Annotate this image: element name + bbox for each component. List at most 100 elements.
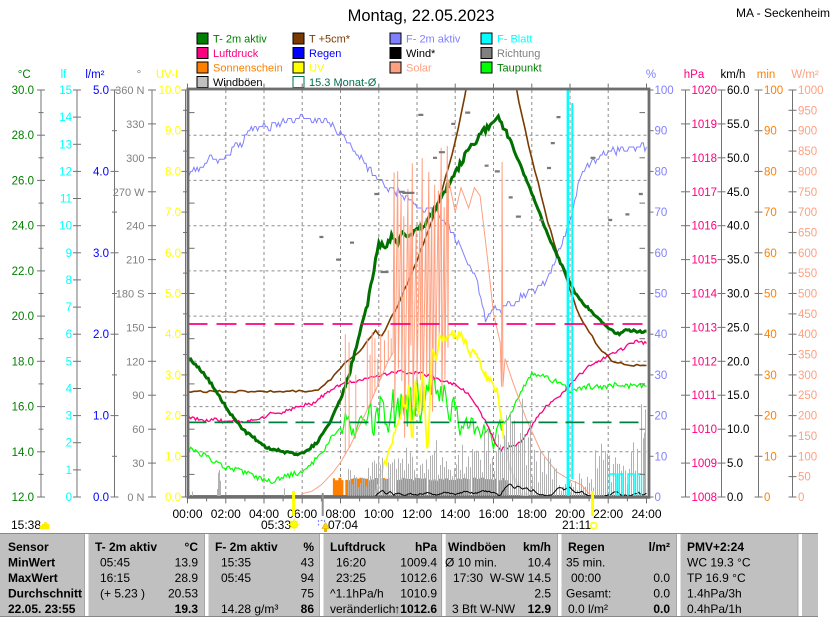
svg-text:1010.9: 1010.9 [400,587,437,601]
svg-text:100: 100 [764,85,783,97]
svg-text:0.0 l/m²: 0.0 l/m² [568,602,608,616]
svg-text:14.0: 14.0 [12,447,34,459]
svg-text:13: 13 [59,139,72,151]
svg-text:12: 12 [59,166,72,178]
svg-text:1016: 1016 [692,221,718,233]
svg-text:Sonnenschein: Sonnenschein [213,63,283,75]
svg-text:80: 80 [764,166,777,178]
svg-text:1.0: 1.0 [93,411,109,423]
svg-text:60: 60 [655,248,668,260]
svg-text:Regen: Regen [568,540,605,554]
svg-text:1011: 1011 [692,390,717,402]
svg-text:T- 2m aktiv: T- 2m aktiv [213,34,267,46]
svg-text:hPa: hPa [415,540,437,554]
svg-text:W-SW 14.5: W-SW 14.5 [490,571,551,585]
svg-text:2.0: 2.0 [93,329,109,341]
svg-text:7: 7 [66,302,72,314]
svg-text:35.0: 35.0 [727,255,749,267]
svg-text:1.0: 1.0 [165,451,181,463]
svg-text:24.0: 24.0 [12,221,34,233]
svg-text:10.0: 10.0 [159,85,181,97]
svg-text:Taupunkt: Taupunkt [497,63,542,75]
svg-text:Windböen: Windböen [448,540,506,554]
svg-text:8: 8 [66,275,72,287]
svg-text:450: 450 [798,309,817,321]
svg-text:1013: 1013 [692,322,718,334]
svg-text:100: 100 [798,451,817,463]
svg-text:60: 60 [764,248,777,260]
svg-text:hPa: hPa [684,69,705,81]
svg-text:15: 15 [59,85,72,97]
svg-text:90: 90 [655,126,668,138]
svg-text:10: 10 [655,451,668,463]
svg-text:5.0: 5.0 [727,458,743,470]
svg-text:4: 4 [66,384,73,396]
svg-text:°C: °C [185,540,199,554]
svg-text:18:00: 18:00 [517,507,547,521]
svg-text:15.3 Monat-Ø: 15.3 Monat-Ø [309,77,377,89]
svg-text:Durchschnitt: Durchschnitt [8,587,82,601]
svg-text:1012.6: 1012.6 [400,571,437,585]
svg-text:120: 120 [126,356,144,368]
svg-text:60.0: 60.0 [727,85,749,97]
svg-text:800: 800 [798,166,817,178]
svg-text:0.0: 0.0 [93,492,109,504]
svg-text:350: 350 [798,350,817,362]
svg-text:MaxWert: MaxWert [8,571,58,585]
svg-text:55.0: 55.0 [727,119,749,131]
svg-text:210: 210 [126,255,144,267]
svg-text:330: 330 [126,119,144,131]
svg-text:°C: °C [18,69,31,81]
svg-text:(+ 5.23 ): (+ 5.23 ) [100,587,145,601]
svg-text:F- 2m aktiv: F- 2m aktiv [406,34,461,46]
svg-text:15:38: 15:38 [11,518,41,532]
svg-text:%: % [646,69,656,81]
svg-text:10: 10 [59,221,72,233]
svg-text:150: 150 [126,322,144,334]
svg-text:1015: 1015 [692,255,718,267]
svg-text:750: 750 [798,187,817,199]
svg-text:45.0: 45.0 [727,187,749,199]
svg-text:8.0: 8.0 [165,166,181,178]
svg-text:Sensor: Sensor [8,540,49,554]
svg-text:0: 0 [764,492,770,504]
svg-text:15.0: 15.0 [727,390,749,402]
svg-text:950: 950 [798,105,817,117]
svg-text:11: 11 [60,194,72,206]
svg-text:180 S: 180 S [116,289,145,301]
svg-text:40: 40 [655,329,668,341]
svg-text:0: 0 [655,492,661,504]
svg-text:94: 94 [301,571,315,585]
svg-text:70: 70 [655,207,668,219]
svg-text:3.0: 3.0 [165,370,181,382]
svg-text:25.0: 25.0 [727,322,749,334]
svg-text:1018: 1018 [692,153,718,165]
svg-text:1012: 1012 [692,356,718,368]
svg-text:80: 80 [655,166,668,178]
svg-text:06:00: 06:00 [287,507,317,521]
svg-text:00:00: 00:00 [571,571,601,585]
svg-text:0.0: 0.0 [727,492,743,504]
svg-text:0.0: 0.0 [653,571,670,585]
svg-text:0.0: 0.0 [653,587,670,601]
svg-text:0: 0 [798,492,804,504]
svg-text:50.0: 50.0 [727,153,749,165]
svg-text:270 W: 270 W [113,187,145,199]
svg-text:20: 20 [764,411,777,423]
svg-text:1008: 1008 [692,492,718,504]
svg-text:04:00: 04:00 [249,507,279,521]
svg-text:l/m²: l/m² [85,69,104,81]
svg-text:10.4: 10.4 [528,556,552,570]
svg-text:Montag, 22.05.2023: Montag, 22.05.2023 [348,7,495,25]
svg-text:6: 6 [66,329,72,341]
svg-text:28.9: 28.9 [175,571,199,585]
svg-text:4.0: 4.0 [93,166,109,178]
svg-text:Richtung: Richtung [497,48,540,60]
svg-text:07:04: 07:04 [328,518,358,532]
svg-text:650: 650 [798,227,817,239]
svg-text:35 min.: 35 min. [566,556,605,570]
svg-text:00:00: 00:00 [172,507,202,521]
svg-text:6.0: 6.0 [165,248,181,260]
svg-text:9: 9 [66,248,72,260]
svg-text:08:00: 08:00 [325,507,355,521]
